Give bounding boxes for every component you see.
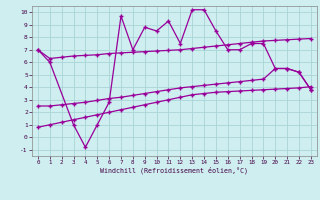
- X-axis label: Windchill (Refroidissement éolien,°C): Windchill (Refroidissement éolien,°C): [100, 167, 248, 174]
